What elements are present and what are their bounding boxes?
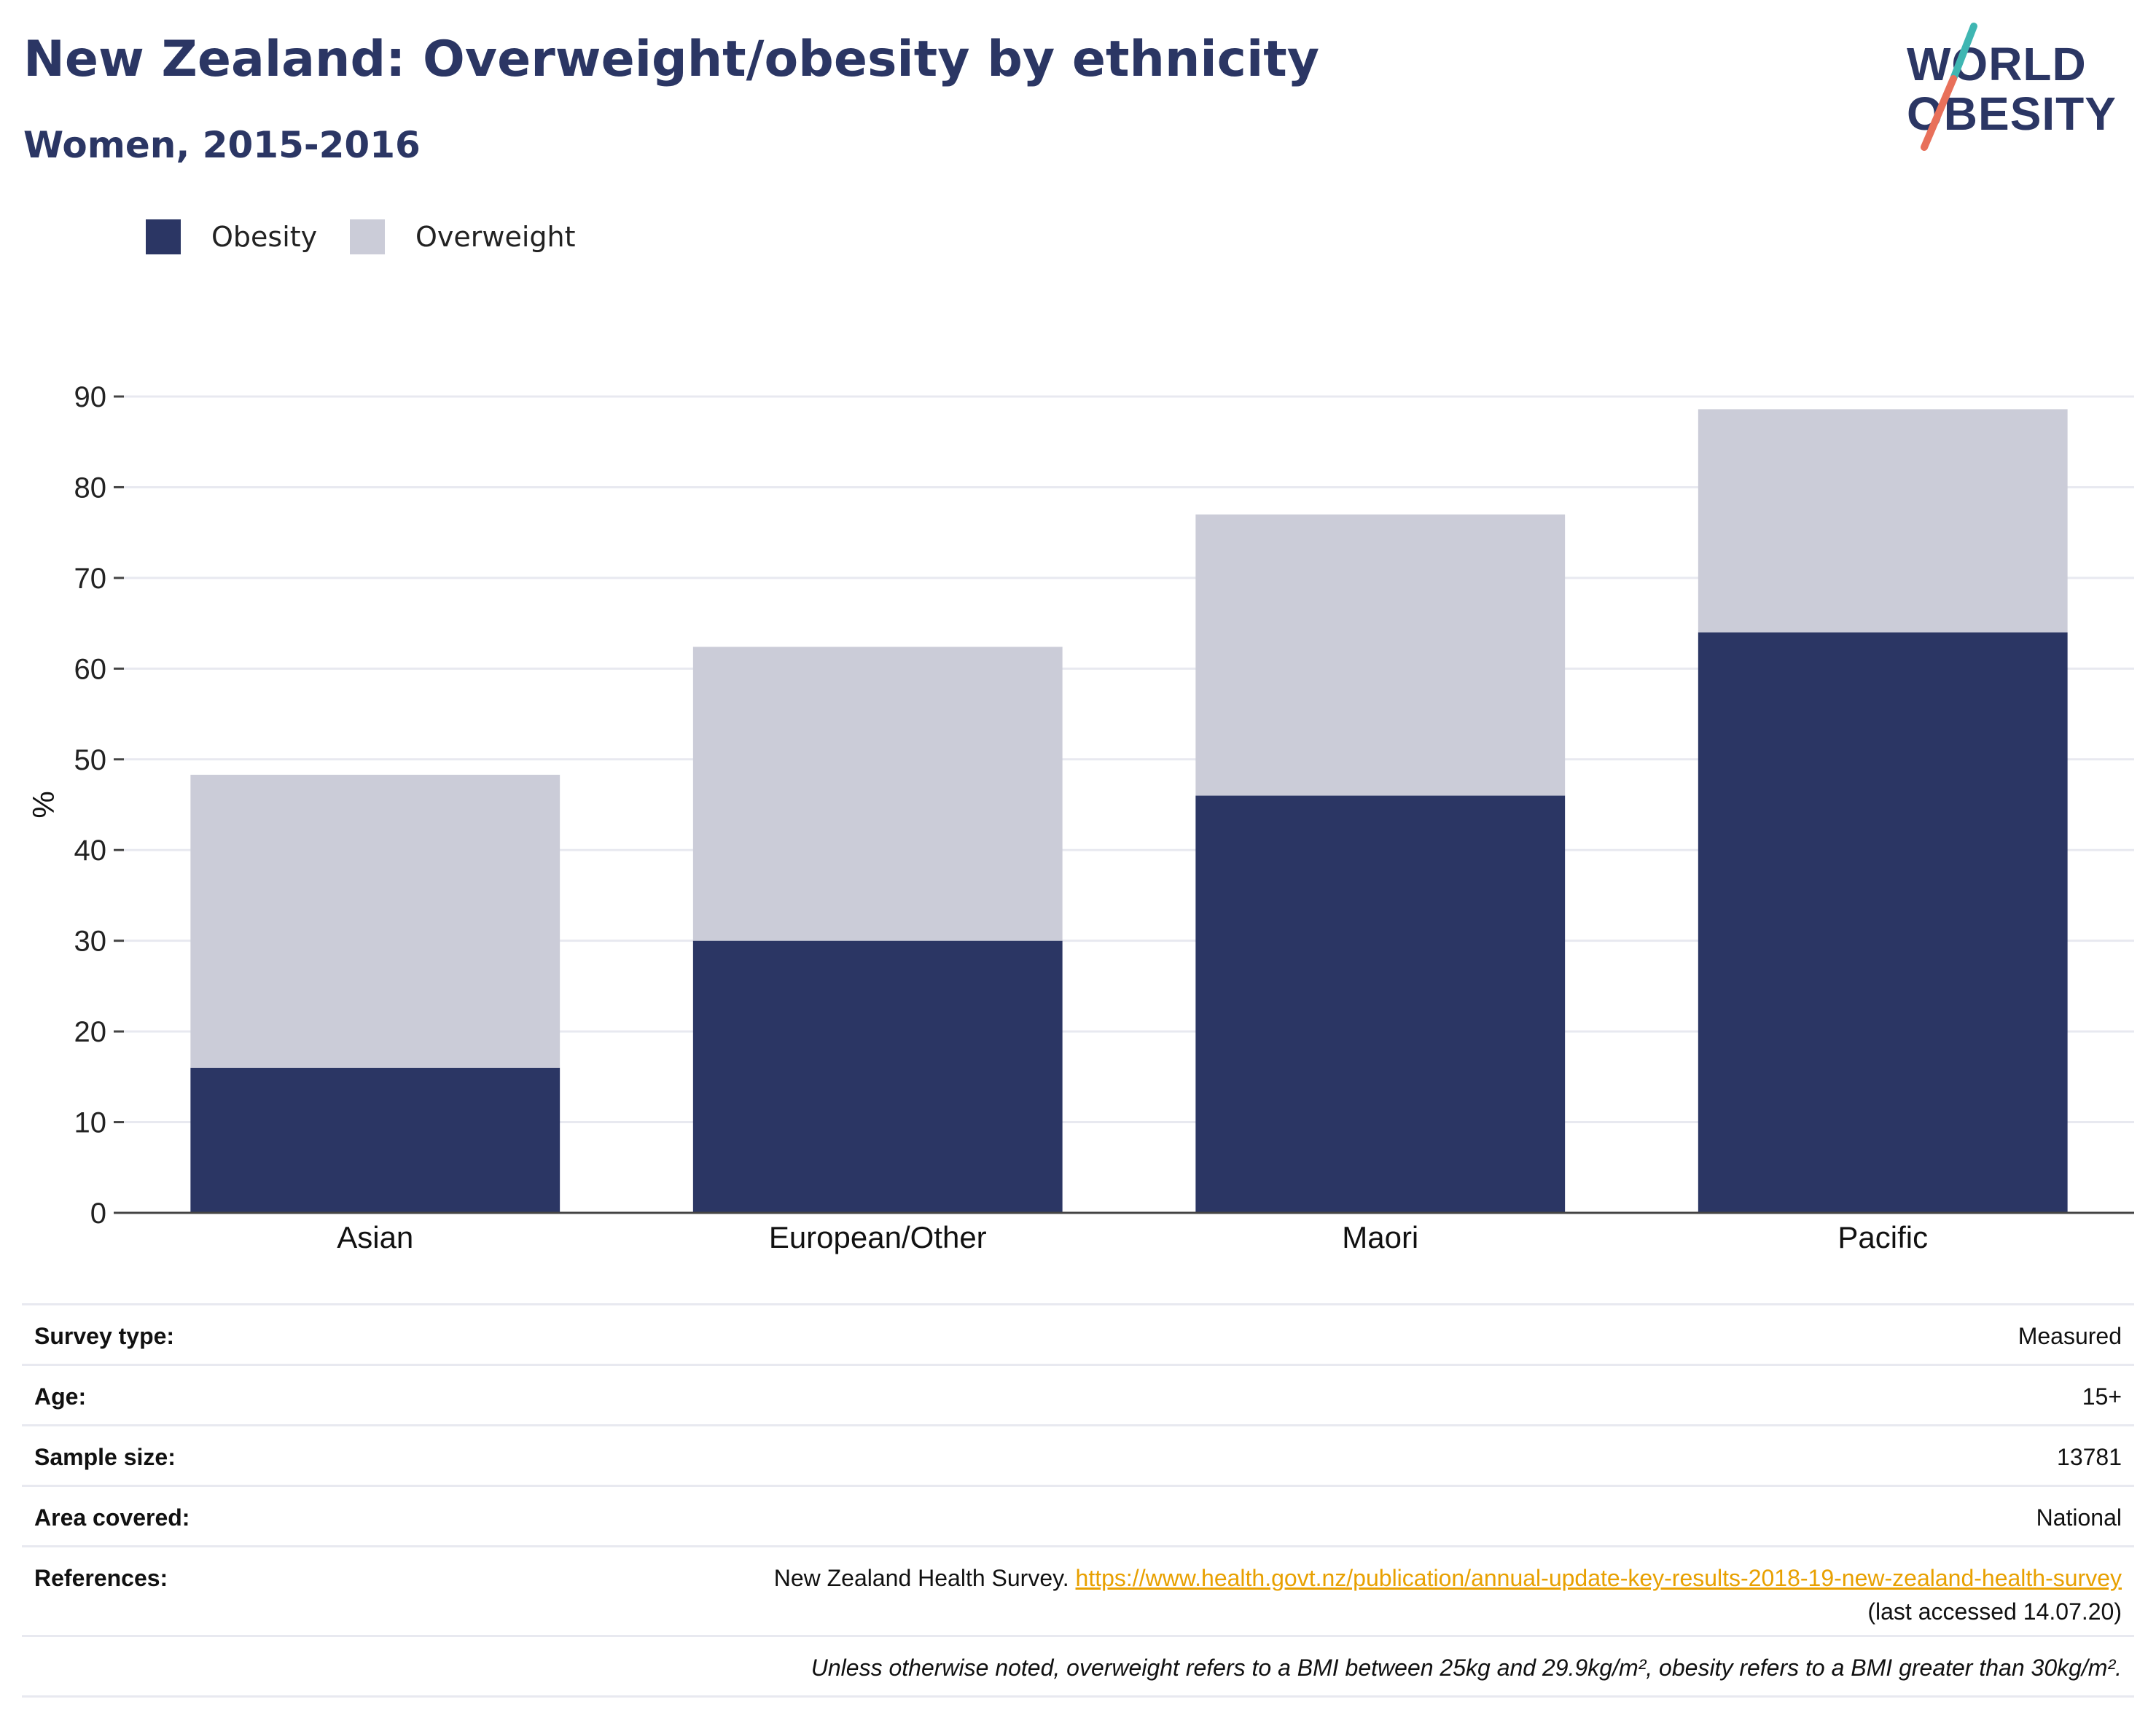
- y-tick-label: 30: [74, 926, 107, 958]
- bar-overweight-pacific: [1698, 409, 2068, 633]
- bmi-definition-note: Unless otherwise noted, overweight refer…: [811, 1655, 2122, 1681]
- meta-row-area: Area covered: National: [22, 1485, 2134, 1545]
- meta-row-sample-size: Sample size: 13781: [22, 1424, 2134, 1485]
- legend-swatch-obesity: [146, 219, 181, 254]
- bar-overweight-european-other: [692, 647, 1063, 941]
- y-axis-label: %: [26, 791, 60, 818]
- survey-metadata: Survey type: Measured Age: 15+ Sample si…: [22, 1303, 2134, 1698]
- reference-text: New Zealand Health Survey.: [773, 1565, 1069, 1591]
- meta-row-survey-type: Survey type: Measured: [22, 1303, 2134, 1364]
- meta-value: Measured: [2018, 1323, 2122, 1349]
- bar-overweight-maori: [1195, 514, 1566, 796]
- logo-text-world: WORLD: [1907, 38, 2087, 90]
- y-tick-label: 90: [74, 381, 107, 413]
- legend-item-obesity: Obesity: [146, 215, 317, 259]
- x-category-label: Maori: [1342, 1220, 1418, 1254]
- meta-label: Sample size:: [34, 1444, 176, 1470]
- meta-value: 13781: [2057, 1444, 2122, 1470]
- chart-title: New Zealand: Overweight/obesity by ethni…: [23, 31, 1320, 88]
- meta-value: National: [2036, 1504, 2122, 1531]
- y-tick-label: 80: [74, 472, 107, 504]
- y-tick-label: 0: [90, 1198, 106, 1230]
- meta-row-age: Age: 15+: [22, 1364, 2134, 1424]
- bar-obesity-european-other: [692, 940, 1063, 1213]
- legend-label-overweight: Overweight: [415, 221, 576, 253]
- meta-value: 15+: [2082, 1383, 2122, 1410]
- reference-link[interactable]: https://www.health.govt.nz/publication/a…: [1075, 1565, 2122, 1591]
- meta-label: Age:: [34, 1383, 87, 1410]
- bar-obesity-maori: [1195, 795, 1566, 1213]
- meta-label: Area covered:: [34, 1504, 190, 1531]
- y-tick-label: 50: [74, 744, 107, 776]
- x-category-label: Asian: [337, 1220, 413, 1254]
- chart-subtitle: Women, 2015-2016: [23, 124, 421, 166]
- legend-label-obesity: Obesity: [211, 221, 318, 253]
- reference-text-line: New Zealand Health Survey. https://www.h…: [774, 1565, 2122, 1592]
- y-tick-label: 60: [74, 653, 107, 685]
- legend-swatch-overweight: [350, 219, 385, 254]
- x-category-label: Pacific: [1837, 1220, 1928, 1254]
- bar-overweight-asian: [190, 774, 561, 1068]
- stacked-bar-chart: 0 10 20 30 40 50 60 70 80 90% Asian European/Other M…: [26, 381, 2134, 1254]
- y-tick-label: 20: [74, 1016, 107, 1048]
- meta-row-note: Unless otherwise noted, overweight refer…: [22, 1635, 2134, 1698]
- reference-accessed: (last accessed 14.07.20): [1867, 1598, 2122, 1625]
- world-obesity-logo: WORLD OBESITY: [1895, 22, 2143, 153]
- legend-item-overweight: Overweight: [350, 215, 576, 259]
- y-tick-label: 70: [74, 563, 107, 595]
- meta-row-references: References: New Zealand Health Survey. h…: [22, 1545, 2134, 1635]
- bar-obesity-pacific: [1698, 632, 2068, 1213]
- meta-label: References:: [34, 1565, 168, 1591]
- meta-label: Survey type:: [34, 1323, 175, 1349]
- x-category-label: European/Other: [769, 1220, 987, 1254]
- bar-obesity-asian: [190, 1067, 561, 1213]
- y-tick-label: 10: [74, 1107, 107, 1139]
- y-tick-label: 40: [74, 835, 107, 867]
- logo-slash-icon: [1921, 23, 1977, 151]
